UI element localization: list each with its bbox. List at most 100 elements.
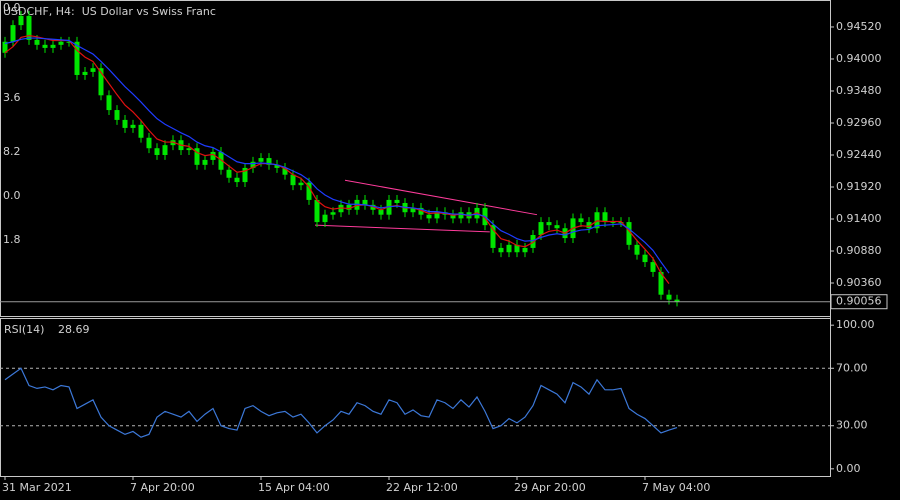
candle-body <box>26 15 32 40</box>
candle-body <box>634 244 640 255</box>
fib-level-label: 0.0 <box>3 1 21 14</box>
y-tick-label: 0.92960 <box>836 116 882 129</box>
moving-average <box>4 34 670 284</box>
candle-body <box>162 145 168 155</box>
rsi-title: RSI(14) <box>4 323 44 336</box>
y-tick-label: 0.90360 <box>836 276 882 289</box>
y-tick-label: 100.00 <box>836 318 875 331</box>
y-tick-label: 70.00 <box>836 361 868 374</box>
candle-body <box>394 199 400 203</box>
x-tick-label: 22 Apr 12:00 <box>386 481 458 494</box>
candle-body <box>18 15 24 26</box>
candle-body <box>378 209 384 215</box>
candle-body <box>514 244 520 253</box>
trendline <box>344 179 538 216</box>
candle-body <box>90 68 96 72</box>
y-tick-label: 0.00 <box>836 462 861 475</box>
candle-body <box>506 244 512 253</box>
x-tick-label: 29 Apr 20:00 <box>514 481 586 494</box>
candle-body <box>218 151 224 170</box>
candle-body <box>418 207 424 215</box>
candle-body <box>2 41 8 53</box>
candle-body <box>658 271 664 295</box>
candle-body <box>266 158 272 165</box>
candle-body <box>410 207 416 213</box>
moving-average <box>4 37 670 274</box>
candle-body <box>538 222 544 236</box>
y-tick-label: 0.91920 <box>836 180 882 193</box>
fib-level-label: 3.6 <box>3 91 21 104</box>
candle-body <box>146 137 152 149</box>
y-tick-label: 0.92440 <box>836 148 882 161</box>
candle-body <box>250 161 256 168</box>
candle-body <box>210 151 216 160</box>
rsi-line <box>4 367 678 438</box>
candle-body <box>650 262 656 272</box>
candle-body <box>66 41 72 43</box>
last-price-label: 0.90056 <box>836 295 882 308</box>
candle-body <box>298 182 304 186</box>
candle-body <box>450 214 456 219</box>
candle-body <box>234 177 240 183</box>
x-tick-label: 15 Apr 04:00 <box>258 481 330 494</box>
candle-body <box>274 164 280 168</box>
candle-body <box>330 212 336 215</box>
candle-body <box>610 222 616 224</box>
candle-body <box>290 174 296 186</box>
y-tick-label: 0.94000 <box>836 52 882 65</box>
candle-body <box>554 225 560 229</box>
candle-body <box>306 182 312 200</box>
candle-body <box>642 254 648 263</box>
x-tick-label: 7 May 04:00 <box>642 481 710 494</box>
candle-body <box>122 119 128 128</box>
rsi-value: 28.69 <box>58 323 90 336</box>
y-tick-label: 0.91400 <box>836 212 882 225</box>
candle-body <box>82 71 88 75</box>
candle-body <box>42 44 48 48</box>
candle-body <box>626 222 632 245</box>
trendline <box>314 224 490 233</box>
candle-body <box>258 158 264 162</box>
candle-body <box>426 214 432 219</box>
fib-level-label: 0.0 <box>3 189 21 202</box>
fib-level-label: 1.8 <box>3 233 21 246</box>
y-tick-label: 0.93480 <box>836 84 882 97</box>
candle-body <box>530 235 536 248</box>
candle-body <box>322 214 328 223</box>
candle-body <box>34 39 40 45</box>
candle-body <box>98 68 104 96</box>
candle-body <box>154 148 160 155</box>
candle-body <box>666 294 672 300</box>
candle-body <box>314 199 320 223</box>
fib-level-label: 8.2 <box>3 145 21 158</box>
x-tick-label: 31 Mar 2021 <box>2 481 72 494</box>
candle-body <box>282 167 288 175</box>
candle-body <box>346 204 352 210</box>
candle-body <box>594 212 600 229</box>
candle-body <box>194 148 200 165</box>
chart-title: USDCHF, H4: US Dollar vs Swiss Franc <box>3 5 216 18</box>
candle-body <box>242 167 248 183</box>
y-tick-label: 0.90880 <box>836 244 882 257</box>
candle-body <box>186 148 192 151</box>
candle-body <box>522 247 528 253</box>
candle-body <box>602 212 608 223</box>
candle-body <box>490 225 496 248</box>
candle-body <box>674 299 680 302</box>
y-tick-label: 0.94520 <box>836 20 882 33</box>
candle-body <box>114 110 120 120</box>
candle-body <box>106 95 112 111</box>
candle-body <box>138 124 144 138</box>
candle-body <box>586 222 592 229</box>
candle-body <box>202 159 208 165</box>
candle-body <box>546 222 552 226</box>
candle-body <box>74 41 80 75</box>
candle-body <box>226 169 232 178</box>
candle-body <box>434 212 440 219</box>
candle-body <box>58 41 64 45</box>
y-tick-label: 30.00 <box>836 419 868 432</box>
x-tick-label: 7 Apr 20:00 <box>130 481 195 494</box>
candle-body <box>10 25 16 42</box>
